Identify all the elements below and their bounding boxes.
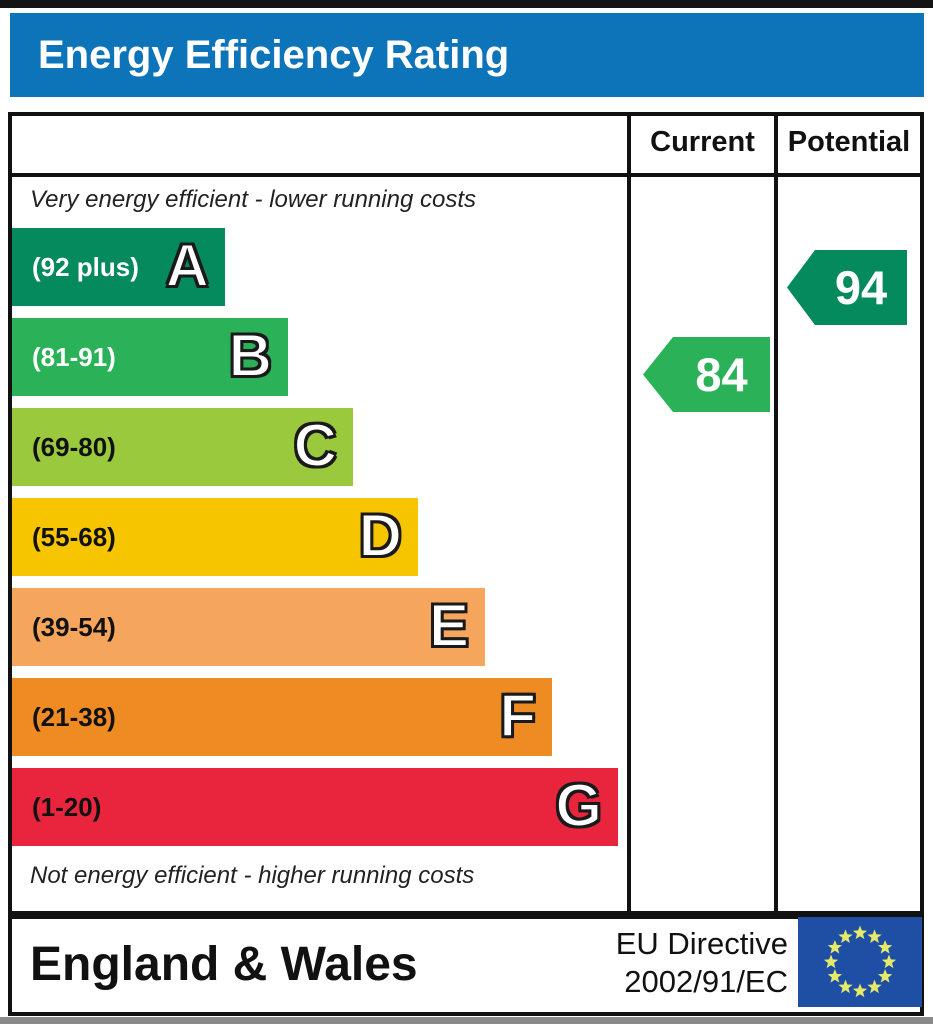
band-letter: B [228,321,273,390]
left-arrow-icon [787,250,907,325]
band-range-label: (39-54) [32,612,116,642]
eu-directive-line1: EU Directive [615,926,788,961]
band-range-label: (69-80) [32,432,116,462]
title-bar: Energy Efficiency Rating [10,13,924,97]
footer-bar [8,915,924,1016]
band-range-label: (1-20) [32,792,102,822]
eu-flag-star [867,929,882,943]
column-divider-current [627,112,631,915]
eu-flag-star [878,969,893,983]
band-letter: G [554,771,603,840]
left-arrow-icon [643,337,770,412]
potential-rating-arrow: 94 [787,250,907,325]
band-range-label: (21-38) [32,702,116,732]
current-rating-arrow: 84 [643,337,770,412]
current-rating-value: 84 [695,348,748,401]
band-letter: D [358,501,403,570]
eu-flag-star [827,969,842,983]
band-row-b: (81-91) B [12,318,288,396]
column-header-potential: Potential [787,126,911,158]
eu-flag-star [878,940,893,954]
region-label: England & Wales [30,938,418,991]
band-letter: E [428,591,470,660]
band-row-c: (69-80) C [12,408,353,486]
column-header-current: Current [650,126,755,158]
eu-flag-star [823,954,839,969]
eu-directive-line2: 2002/91/EC [624,964,788,999]
band-letter: C [293,411,338,480]
eu-directive-label: EU Directive 2002/91/EC [556,925,788,1001]
eu-flag-star [852,983,868,998]
potential-rating-value: 94 [834,261,888,314]
band-row-a: (92 plus) A [12,228,225,306]
band-row-g: (1-20) G [12,768,618,846]
band-range-label: (55-68) [32,522,116,552]
eu-flag-star [852,925,868,940]
bottom-border-strip [0,1017,933,1024]
band-letter: A [165,231,210,300]
band-row-f: (21-38) F [12,678,552,756]
eu-flag-star [867,979,882,994]
column-divider-potential [774,112,778,915]
header-row-divider [8,173,924,177]
eu-flag-star [827,940,842,954]
eu-flag-star [838,979,853,994]
band-letter: F [498,681,537,750]
bottom-note: Not energy efficient - higher running co… [30,862,475,889]
eu-flag-icon [798,917,922,1007]
band-range-label: (81-91) [32,342,116,372]
page-title: Energy Efficiency Rating [38,33,510,77]
eu-flag-star [838,929,853,943]
band-row-d: (55-68) D [12,498,418,576]
eu-flag-star [881,954,897,969]
top-note: Very energy efficient - lower running co… [30,186,476,213]
band-range-label: (92 plus) [32,252,139,282]
top-border-strip [0,0,933,8]
band-row-e: (39-54) E [12,588,485,666]
